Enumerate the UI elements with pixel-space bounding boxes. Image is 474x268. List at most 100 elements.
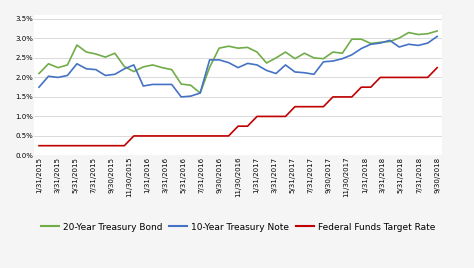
20-Year Treasury Bond [235, 47, 241, 50]
20-Year Treasury Bond [339, 52, 345, 55]
20-Year Treasury Bond [159, 66, 165, 69]
Federal Funds Target Rate [264, 115, 269, 118]
10-Year Treasury Note [150, 83, 155, 86]
20-Year Treasury Bond [396, 36, 402, 40]
Federal Funds Target Rate [207, 134, 212, 137]
10-Year Treasury Note [406, 43, 411, 46]
20-Year Treasury Bond [55, 66, 61, 69]
10-Year Treasury Note [102, 74, 108, 77]
10-Year Treasury Note [358, 47, 364, 50]
Federal Funds Target Rate [121, 144, 127, 147]
20-Year Treasury Bond [245, 46, 250, 49]
Federal Funds Target Rate [64, 144, 70, 147]
20-Year Treasury Bond [301, 52, 307, 55]
20-Year Treasury Bond [169, 68, 174, 71]
Federal Funds Target Rate [235, 125, 241, 128]
20-Year Treasury Bond [226, 44, 231, 48]
Federal Funds Target Rate [140, 134, 146, 137]
10-Year Treasury Note [216, 58, 222, 61]
20-Year Treasury Bond [140, 65, 146, 69]
20-Year Treasury Bond [46, 62, 51, 65]
10-Year Treasury Note [131, 63, 137, 66]
20-Year Treasury Bond [292, 57, 298, 60]
Federal Funds Target Rate [358, 85, 364, 89]
Federal Funds Target Rate [112, 144, 118, 147]
20-Year Treasury Bond [188, 84, 193, 87]
Federal Funds Target Rate [46, 144, 51, 147]
20-Year Treasury Bond [434, 29, 440, 33]
10-Year Treasury Note [330, 59, 336, 63]
10-Year Treasury Note [434, 35, 440, 38]
10-Year Treasury Note [264, 69, 269, 72]
Federal Funds Target Rate [36, 144, 42, 147]
Line: Federal Funds Target Rate: Federal Funds Target Rate [39, 68, 437, 146]
Federal Funds Target Rate [188, 134, 193, 137]
10-Year Treasury Note [396, 45, 402, 49]
20-Year Treasury Bond [330, 50, 336, 54]
10-Year Treasury Note [387, 39, 392, 42]
10-Year Treasury Note [197, 91, 203, 95]
10-Year Treasury Note [226, 61, 231, 64]
20-Year Treasury Bond [36, 72, 42, 75]
Federal Funds Target Rate [74, 144, 80, 147]
Federal Funds Target Rate [311, 105, 317, 108]
Federal Funds Target Rate [377, 76, 383, 79]
Line: 20-Year Treasury Bond: 20-Year Treasury Bond [39, 31, 437, 93]
10-Year Treasury Note [46, 75, 51, 78]
20-Year Treasury Bond [311, 56, 317, 59]
10-Year Treasury Note [207, 58, 212, 61]
10-Year Treasury Note [283, 63, 288, 66]
20-Year Treasury Bond [283, 50, 288, 54]
Federal Funds Target Rate [349, 95, 355, 99]
20-Year Treasury Bond [349, 38, 355, 41]
10-Year Treasury Note [254, 63, 260, 66]
10-Year Treasury Note [368, 43, 374, 46]
10-Year Treasury Note [112, 73, 118, 76]
20-Year Treasury Bond [74, 43, 80, 47]
20-Year Treasury Bond [320, 57, 326, 60]
Federal Funds Target Rate [150, 134, 155, 137]
20-Year Treasury Bond [64, 63, 70, 66]
20-Year Treasury Bond [406, 31, 411, 34]
Federal Funds Target Rate [197, 134, 203, 137]
10-Year Treasury Note [273, 72, 279, 75]
Federal Funds Target Rate [387, 76, 392, 79]
10-Year Treasury Note [377, 42, 383, 45]
10-Year Treasury Note [235, 66, 241, 69]
10-Year Treasury Note [36, 85, 42, 89]
20-Year Treasury Bond [150, 63, 155, 66]
20-Year Treasury Bond [358, 38, 364, 41]
10-Year Treasury Note [292, 70, 298, 73]
20-Year Treasury Bond [425, 32, 430, 35]
10-Year Treasury Note [188, 95, 193, 98]
20-Year Treasury Bond [254, 50, 260, 54]
Federal Funds Target Rate [330, 95, 336, 99]
20-Year Treasury Bond [207, 66, 212, 69]
10-Year Treasury Note [159, 83, 165, 86]
Federal Funds Target Rate [169, 134, 174, 137]
20-Year Treasury Bond [131, 70, 137, 73]
20-Year Treasury Bond [197, 91, 203, 95]
Federal Funds Target Rate [226, 134, 231, 137]
10-Year Treasury Note [93, 68, 99, 71]
Federal Funds Target Rate [102, 144, 108, 147]
20-Year Treasury Bond [387, 40, 392, 43]
Federal Funds Target Rate [159, 134, 165, 137]
10-Year Treasury Note [55, 76, 61, 79]
Federal Funds Target Rate [339, 95, 345, 99]
10-Year Treasury Note [301, 71, 307, 74]
Federal Funds Target Rate [396, 76, 402, 79]
10-Year Treasury Note [178, 95, 184, 99]
20-Year Treasury Bond [377, 41, 383, 44]
10-Year Treasury Note [169, 83, 174, 86]
20-Year Treasury Bond [102, 55, 108, 59]
10-Year Treasury Note [425, 42, 430, 45]
10-Year Treasury Note [349, 53, 355, 56]
Federal Funds Target Rate [131, 134, 137, 137]
Federal Funds Target Rate [434, 66, 440, 69]
20-Year Treasury Bond [121, 65, 127, 68]
Federal Funds Target Rate [178, 134, 184, 137]
20-Year Treasury Bond [93, 53, 99, 56]
Federal Funds Target Rate [425, 76, 430, 79]
Federal Funds Target Rate [301, 105, 307, 108]
